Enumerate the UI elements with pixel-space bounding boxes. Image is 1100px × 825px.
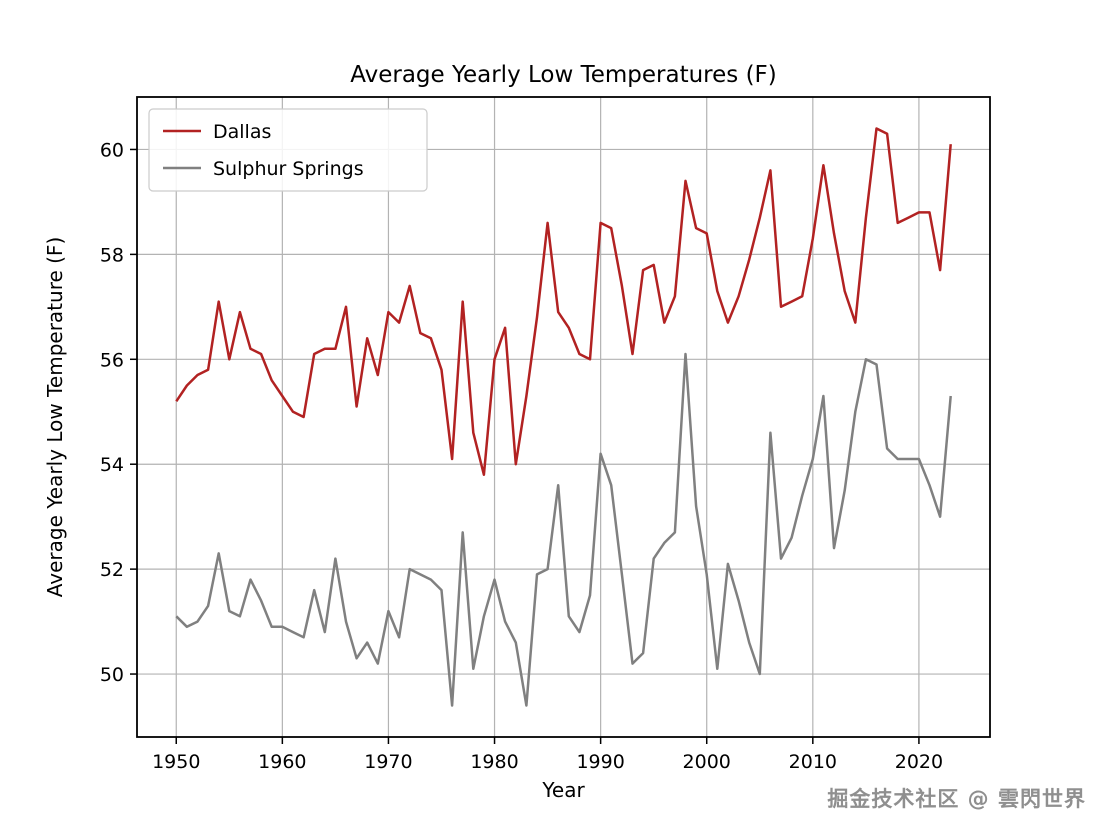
x-tick-label: 1980 [470, 751, 518, 773]
sulphur-springs-line [175, 352, 952, 707]
y-tick-label: 50 [100, 664, 124, 686]
x-tick-label: 1960 [258, 751, 306, 773]
y-tick-label: 52 [100, 559, 124, 581]
x-tick-label: 1970 [364, 751, 412, 773]
y-tick-label: 54 [100, 454, 124, 476]
x-tick-label: 2020 [895, 751, 943, 773]
x-tick-label: 1950 [152, 751, 200, 773]
legend-label-sulphur-springs: Sulphur Springs [213, 158, 364, 180]
dallas-line [175, 127, 952, 476]
x-axis-label: Year [541, 778, 585, 802]
y-tick-label: 60 [100, 139, 124, 161]
plot-border [136, 96, 991, 738]
watermark: 掘金技术社区 @ 雲閃世界 [827, 787, 1086, 811]
chart-title: Average Yearly Low Temperatures (F) [350, 62, 777, 88]
legend: Dallas Sulphur Springs [148, 108, 428, 192]
legend-box [148, 108, 428, 192]
x-tick-label: 2000 [683, 751, 731, 773]
y-axis-label: Average Yearly Low Temperature (F) [43, 237, 67, 597]
axes-ticks: 1950 1960 1970 1980 1990 2000 2010 2020 50 52 54 56… [100, 139, 943, 773]
x-tick-label: 2010 [789, 751, 837, 773]
y-tick-label: 56 [100, 349, 124, 371]
legend-label-dallas: Dallas [213, 121, 271, 143]
grid [137, 97, 990, 737]
x-tick-label: 1990 [576, 751, 624, 773]
y-tick-label: 58 [100, 244, 124, 266]
